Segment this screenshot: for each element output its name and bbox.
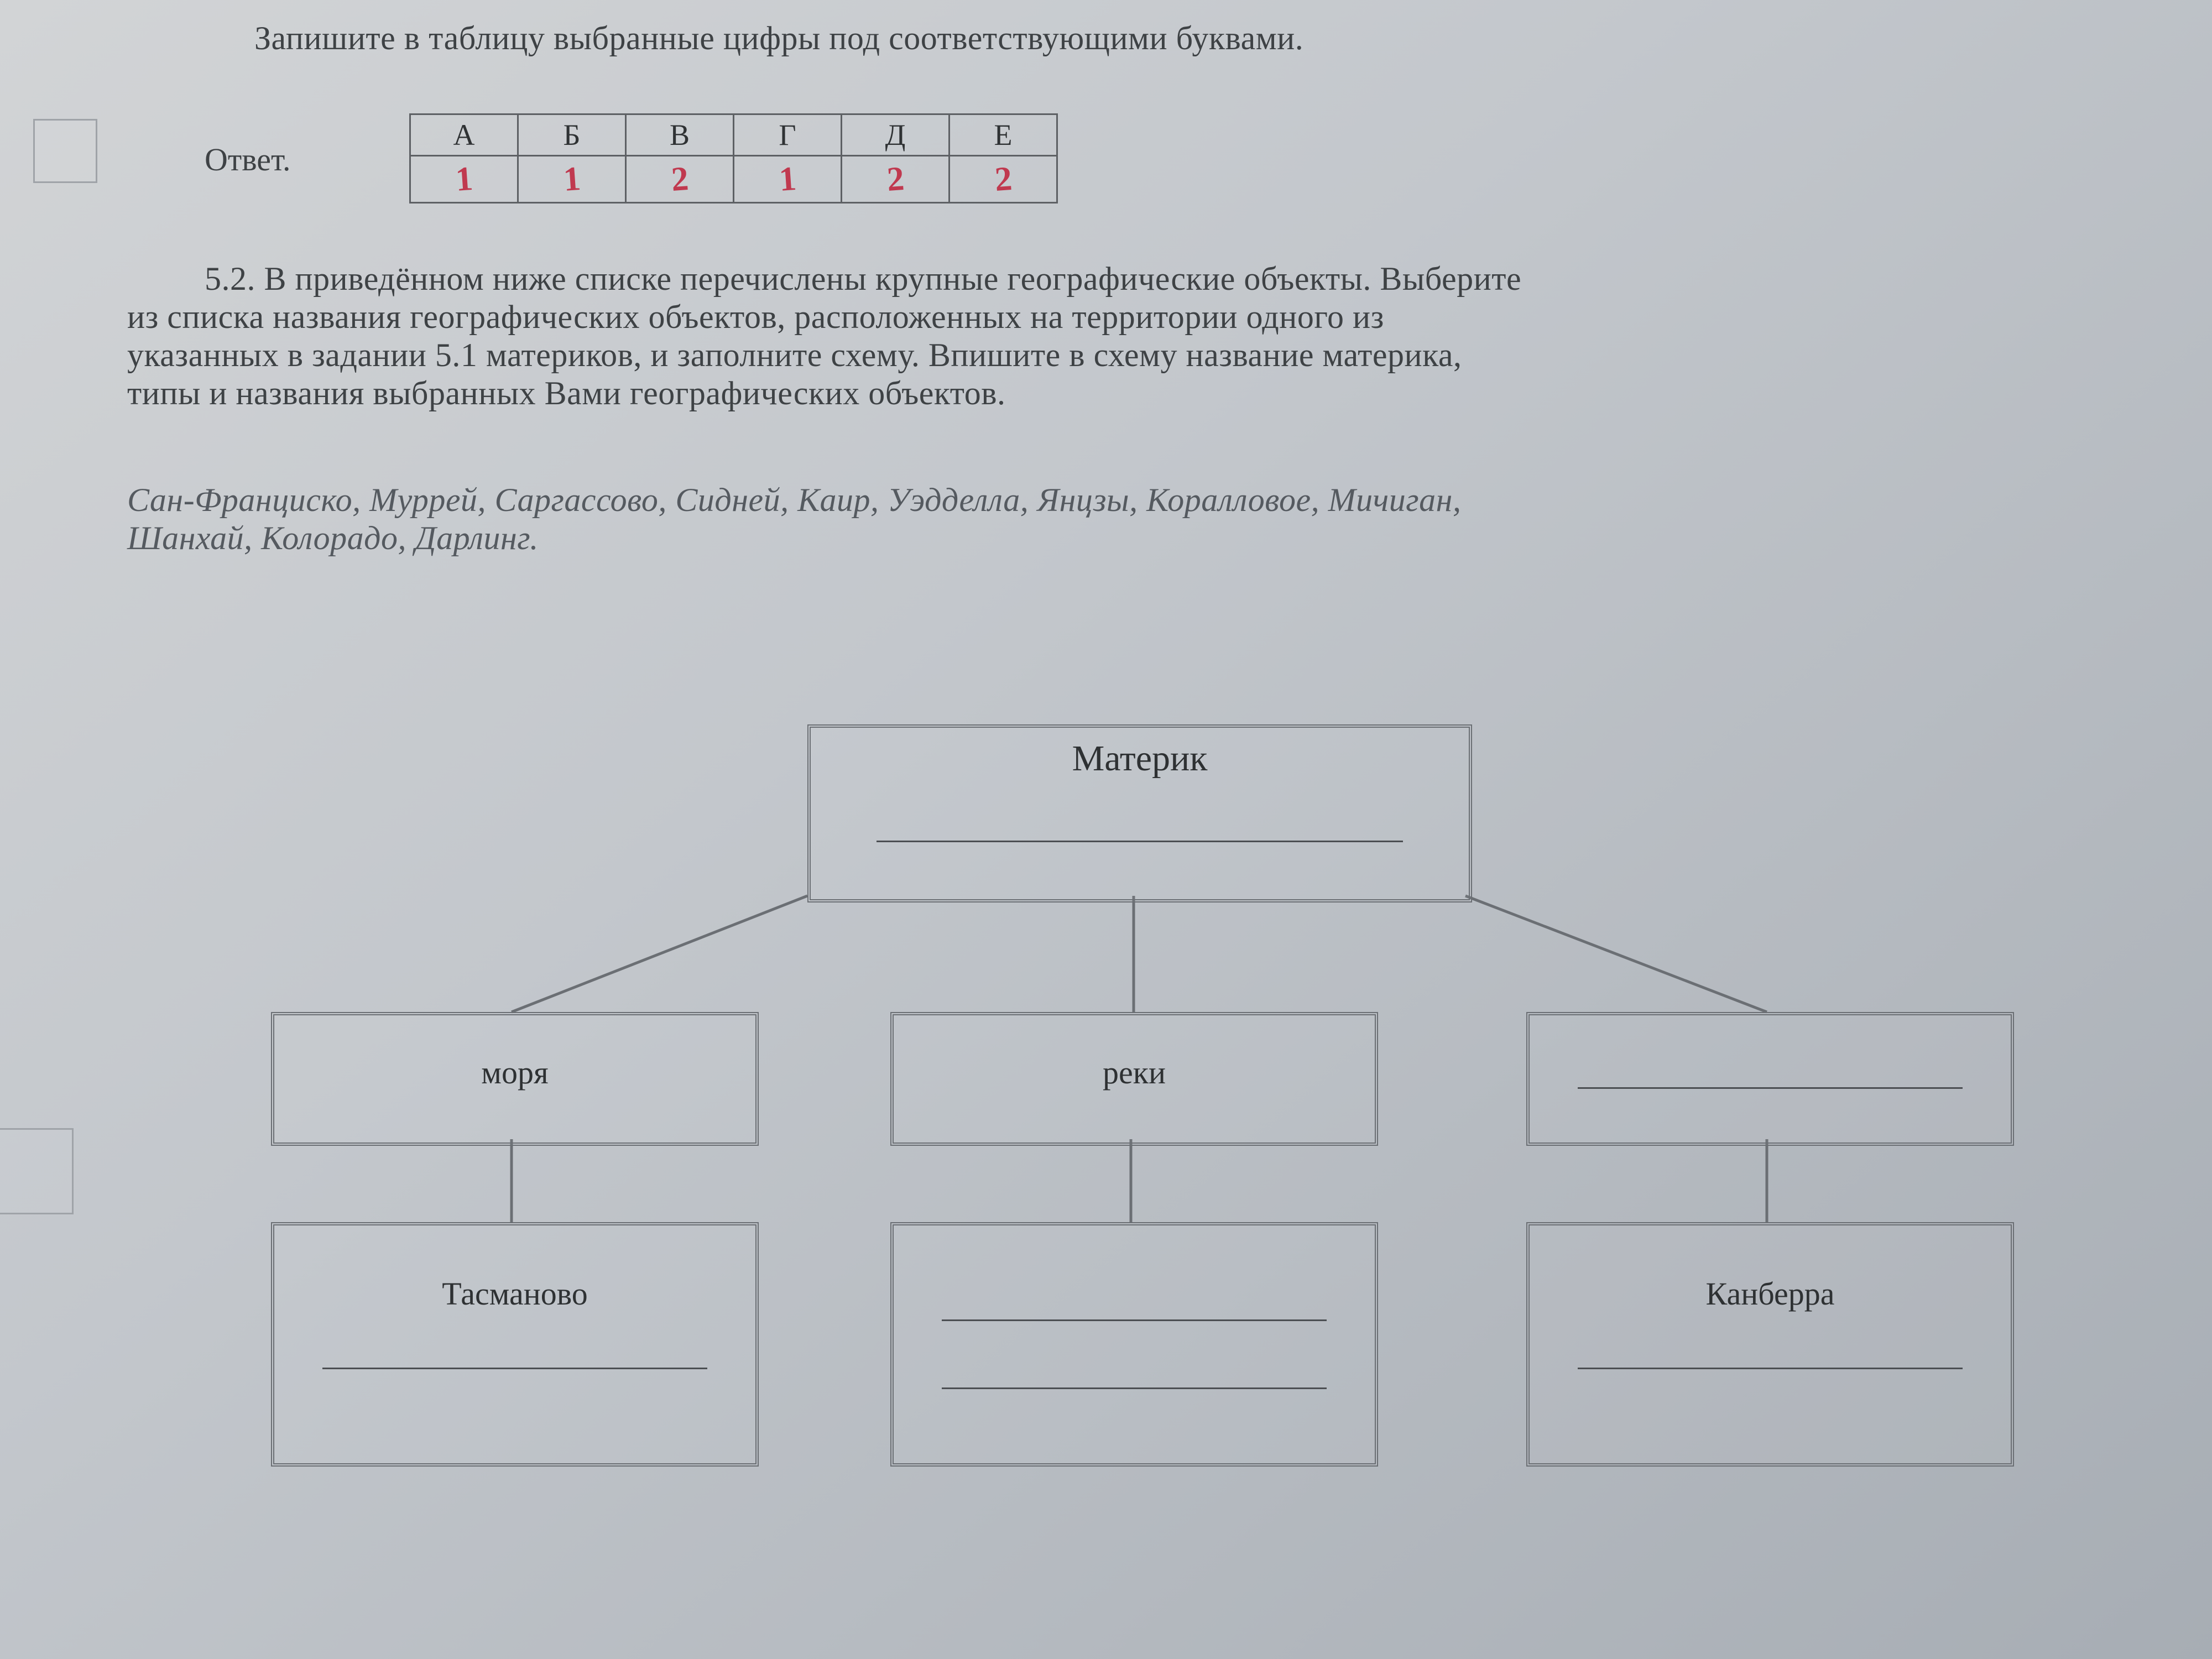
handwritten-digit: 1 [778,159,797,200]
diagram-root-box[interactable]: Материк [807,724,1472,902]
answer-table-value-row: 1 1 2 1 2 2 [410,156,1057,203]
answer-value-cell[interactable]: 1 [410,156,518,203]
handwritten-digit: 2 [993,159,1013,200]
connector-line [1465,896,1767,1012]
answer-label: Ответ. [205,141,291,178]
answer-header-cell: Е [950,114,1057,156]
object-list-line: Сан-Франциско, Муррей, Саргассово, Сидне… [127,481,2173,519]
diagram-leaf-box[interactable]: Канберра [1526,1222,2014,1467]
handwritten-digit: 1 [454,159,474,200]
handwritten-digit: 1 [562,159,582,200]
answer-value-cell[interactable]: 1 [734,156,842,203]
instruction-top: Запишите в таблицу выбранные цифры под с… [254,19,1303,58]
diagram-mid-box[interactable] [1526,1012,2014,1146]
score-box-side [0,1128,74,1214]
connector-line [512,896,807,1012]
answer-header-cell: А [410,114,518,156]
task-line: 5.2. В приведённом ниже списке перечисле… [205,260,2140,298]
answer-value-cell[interactable]: 1 [518,156,626,203]
answer-header-cell: Д [842,114,950,156]
worksheet-page: Запишите в таблицу выбранные цифры под с… [0,0,2212,1659]
diagram-leaf-label: Канберра [1530,1225,2011,1312]
answer-value-cell[interactable]: 2 [842,156,950,203]
diagram-mid-label: моря [274,1015,755,1091]
fill-in-line[interactable] [1578,1087,1963,1089]
task-5-2-text: 5.2. В приведённом ниже списке перечисле… [205,260,2140,413]
diagram-leaf-box[interactable]: Тасманово [271,1222,759,1467]
answer-header-cell: В [626,114,734,156]
diagram-root-title: Материк [811,728,1469,780]
handwritten-digit: 2 [670,159,690,200]
diagram-mid-label: реки [894,1015,1375,1091]
answer-header-cell: Г [734,114,842,156]
task-line: из списка названия географических объект… [127,298,2063,336]
object-list-line: Шанхай, Колорадо, Дарлинг. [127,519,2173,557]
fill-in-line[interactable] [322,1368,707,1369]
instruction-top-text: Запишите в таблицу выбранные цифры под с… [254,20,1303,56]
handwritten-digit: 2 [885,159,905,200]
answer-table: А Б В Г Д Е 1 1 2 1 2 2 [409,113,1058,204]
fill-in-line[interactable] [942,1387,1327,1389]
answer-header-cell: Б [518,114,626,156]
fill-in-line[interactable] [1578,1368,1963,1369]
diagram-mid-box[interactable]: реки [890,1012,1378,1146]
diagram-leaf-box[interactable] [890,1222,1378,1467]
task-line: типы и названия выбранных Вами географич… [127,374,2063,413]
object-list: Сан-Франциско, Муррей, Саргассово, Сидне… [127,481,2173,557]
answer-value-cell[interactable]: 2 [626,156,734,203]
task-line: указанных в задании 5.1 материков, и зап… [127,336,2063,374]
answer-value-cell[interactable]: 2 [950,156,1057,203]
score-box-top [33,119,97,183]
diagram-mid-box[interactable]: моря [271,1012,759,1146]
answer-table-header-row: А Б В Г Д Е [410,114,1057,156]
fill-in-line[interactable] [877,841,1403,842]
diagram-leaf-label: Тасманово [274,1225,755,1312]
